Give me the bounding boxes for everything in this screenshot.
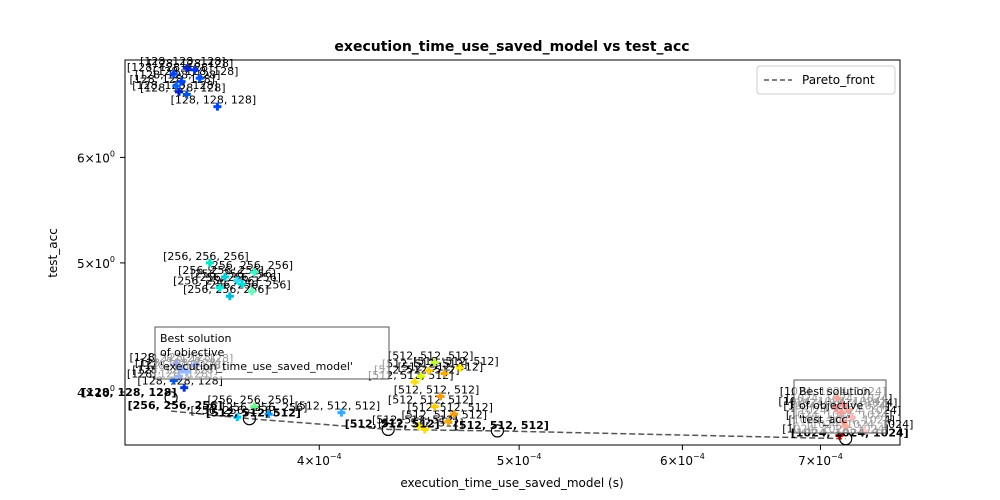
data-point [250,402,259,411]
data-point [430,358,439,367]
pareto-point-marker [490,424,504,438]
x-tick-label: 6×10−4 [660,452,705,468]
point-label: [128, 128, 128] [130,73,216,86]
data-point [436,392,445,401]
data-point [430,402,439,411]
data-point [169,70,178,79]
pareto-point-label: [512, 512, 512] [345,417,440,430]
x-tick-label: 5×10−4 [497,452,542,468]
point-label: [512, 512, 512] [388,349,474,362]
point-label: [128, 128, 128] [148,57,234,70]
point-label: [256, 256, 256] [163,250,249,263]
point-label: [256, 256, 256] [208,394,294,407]
point-label: [512, 512, 512] [295,400,381,413]
data-point [450,410,459,419]
point-label: [128, 128, 128] [140,55,226,68]
annotation-line: of objective [160,346,225,359]
data-point [424,366,433,375]
point-label: [512, 512, 512] [372,413,458,426]
data-point [455,363,464,372]
data-point [264,410,273,419]
pareto-front-line [171,410,846,440]
data-point [182,90,191,99]
annotation-line: of objective [799,399,864,412]
y-tick-label: 4×100 [77,384,115,400]
point-label: [512, 512, 512] [388,394,474,407]
point-label: [128, 128, 128] [140,81,226,94]
chart-title: execution_time_use_saved_model vs test_a… [334,39,689,55]
data-point [337,408,346,417]
x-axis-label: execution_time_use_saved_model (s) [400,476,623,490]
pareto-point-label: [512, 512, 512] [206,407,301,420]
data-point [444,417,453,426]
annotation-line: Best solution [799,385,870,398]
data-point [205,258,214,267]
y-tick-label: 6×100 [77,149,115,165]
point-label: [512, 512, 512] [382,358,468,371]
plot-area [124,59,901,446]
plot-frame [124,59,901,446]
point-label: [512, 512, 512] [398,361,484,374]
data-point [182,64,191,73]
point-label: [256, 256, 256] [178,264,264,277]
x-tick-label: 7×10−4 [798,452,843,468]
data-point [410,377,419,386]
pareto-point-label: [512, 512, 512] [454,419,549,432]
pareto-point-marker [164,391,178,405]
point-label: [256, 256, 256] [205,278,291,291]
pareto-point-marker [242,412,256,426]
y-axis-label: test_acc [46,228,60,278]
x-tick-label: 4×10−4 [297,452,342,468]
data-point [238,280,247,289]
annotation-line: Best solution [160,332,231,345]
point-label: [256, 256, 256] [183,283,269,296]
pareto-point-marker [381,422,395,436]
point-label: [512, 512, 512] [407,401,493,414]
data-point [195,74,204,83]
point-label: [512, 512, 512] [378,416,464,429]
axis-ticks: 4×10−4 5×10−4 6×10−4 7×10−4 4×100 5×100 6×100 [77,149,843,468]
data-point [440,369,449,378]
data-point [213,102,222,111]
data-point [233,413,242,422]
data-point [414,422,423,431]
data-point [174,87,183,96]
point-label: [512, 512, 512] [374,363,460,376]
data-point [250,268,259,277]
point-label: [256, 256, 256] [222,401,308,414]
annotation-line: 'execution_time_use_saved_model' [160,360,353,373]
data-point [420,425,429,434]
y-tick-label: 5×100 [77,255,115,271]
data-point [233,276,242,285]
pareto-point-label: [128, 128, 128] [82,386,177,399]
point-label: [512, 512, 512] [402,409,488,422]
legend-pareto-label: Pareto_front [802,73,875,87]
data-point [172,81,181,90]
point-label: [256, 256, 256] [208,259,294,272]
data-point [225,292,234,301]
data-point [247,287,256,296]
data-point [180,383,189,392]
data-point [416,372,425,381]
pareto-point-label: [256, 256, 256] [128,399,223,412]
point-label: [128, 128, 128] [171,94,257,107]
data-point [177,77,186,86]
annotation-line: 'test_acc' [799,413,851,426]
data-point [215,283,224,292]
legend-box [756,65,896,95]
legend: Pareto_front [756,65,896,95]
data-point [190,65,199,74]
data-point [220,272,229,281]
point-label: [512, 512, 512] [394,383,480,396]
